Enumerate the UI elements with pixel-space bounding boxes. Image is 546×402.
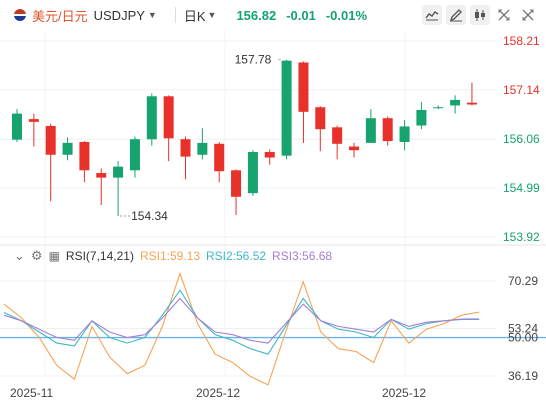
indicator-name: RSI(7,14,21) <box>65 249 134 263</box>
candle-body <box>298 62 309 112</box>
candle-body <box>315 107 326 130</box>
price-axis: 158.21 157.14 156.06 154.99 153.92 <box>503 34 540 244</box>
period-dropdown-icon[interactable]: ▼ <box>207 10 217 20</box>
candle-body <box>129 139 140 171</box>
candle-body <box>264 152 275 158</box>
candle-body <box>28 119 39 122</box>
grid-lines <box>0 30 496 375</box>
candle-body <box>96 173 107 178</box>
current-price: 156.82 <box>236 7 277 23</box>
high-label: 157.78 <box>235 53 272 67</box>
price-tick: 156.06 <box>503 132 540 146</box>
low-annotation: 154.34 <box>120 209 168 223</box>
indicator-settings-icon[interactable]: ⚙ <box>30 248 43 263</box>
rsi1-value: RSI1:59.13 <box>139 249 200 263</box>
settings-icon[interactable] <box>518 5 538 25</box>
candle-body <box>247 152 258 194</box>
price-chart[interactable]: 158.21 157.14 156.06 154.99 153.92 157.78 15… <box>0 30 546 402</box>
price-tick: 154.99 <box>503 181 540 195</box>
divider <box>174 7 176 23</box>
candle-body <box>113 166 124 178</box>
symbol-dropdown-icon[interactable]: ▼ <box>147 10 157 20</box>
candle-body <box>62 142 73 155</box>
price-tick: 153.92 <box>503 230 540 244</box>
us-flag-icon <box>14 9 26 21</box>
chart-toolbar: 美元/日元 USDJPY ▼ 日K ▼ 156.82 -0.01 -0.01% <box>0 0 546 30</box>
draw-icon[interactable] <box>446 5 466 25</box>
candle-body <box>399 126 410 142</box>
pair-label[interactable]: 美元/日元 <box>32 8 88 24</box>
price-tick: 157.14 <box>503 83 540 97</box>
rsi-tick: 70.29 <box>508 274 538 288</box>
rsi3-line <box>3 297 480 344</box>
collapse-icon[interactable]: ⌄ <box>14 248 25 263</box>
symbol-code[interactable]: USDJPY <box>93 7 145 23</box>
candle-body <box>45 125 56 155</box>
candle-body <box>197 142 208 155</box>
rsi-grid <box>0 280 496 377</box>
candle-body <box>433 107 444 109</box>
candle-body <box>231 170 242 197</box>
candle-body <box>163 96 174 139</box>
price-tick: 158.21 <box>503 34 540 48</box>
candle-body <box>146 96 157 140</box>
candle-body <box>180 139 191 157</box>
candle-style-icon[interactable] <box>470 5 490 25</box>
line-chart-icon[interactable] <box>422 5 442 25</box>
toolbar-icons <box>422 5 538 25</box>
candle-body <box>416 109 427 126</box>
candle-body <box>466 102 477 105</box>
rsi-tick: 53.24 <box>508 322 538 336</box>
candle-body <box>332 127 343 144</box>
candle-body <box>281 60 292 156</box>
candles <box>12 59 477 216</box>
time-tick: 2025-12 <box>196 386 240 400</box>
candle-body <box>382 118 393 142</box>
expand-icon[interactable] <box>494 5 514 25</box>
candle-body <box>349 146 359 151</box>
indicator-grid-icon[interactable]: ▦ <box>48 249 60 263</box>
low-label: 154.34 <box>131 209 168 223</box>
high-annotation: 157.78 <box>235 53 283 67</box>
candle-body <box>214 143 225 172</box>
price-change: -0.01 <box>286 7 316 23</box>
rsi1-line <box>3 271 480 386</box>
rsi2-line <box>3 289 480 355</box>
rsi3-value: RSI3:56.68 <box>272 249 333 263</box>
period-selector[interactable]: 日K <box>183 8 206 24</box>
rsi-header: ⌄ ⚙ ▦ RSI(7,14,21) RSI1:59.13 RSI2:56.52… <box>14 248 338 264</box>
time-axis: 2025-11 2025-12 2025-12 <box>10 386 426 400</box>
rsi-tick: 50.00 <box>508 331 538 345</box>
candle-body <box>79 141 90 171</box>
candle-body <box>450 99 461 106</box>
price-change-percent: -0.01% <box>325 7 368 23</box>
time-tick: 2025-12 <box>382 386 426 400</box>
rsi2-value: RSI2:56.52 <box>206 249 267 263</box>
candle-body <box>365 118 376 143</box>
time-tick: 2025-11 <box>10 386 53 400</box>
candle-body <box>12 113 22 140</box>
rsi-tick: 36.19 <box>508 369 538 383</box>
